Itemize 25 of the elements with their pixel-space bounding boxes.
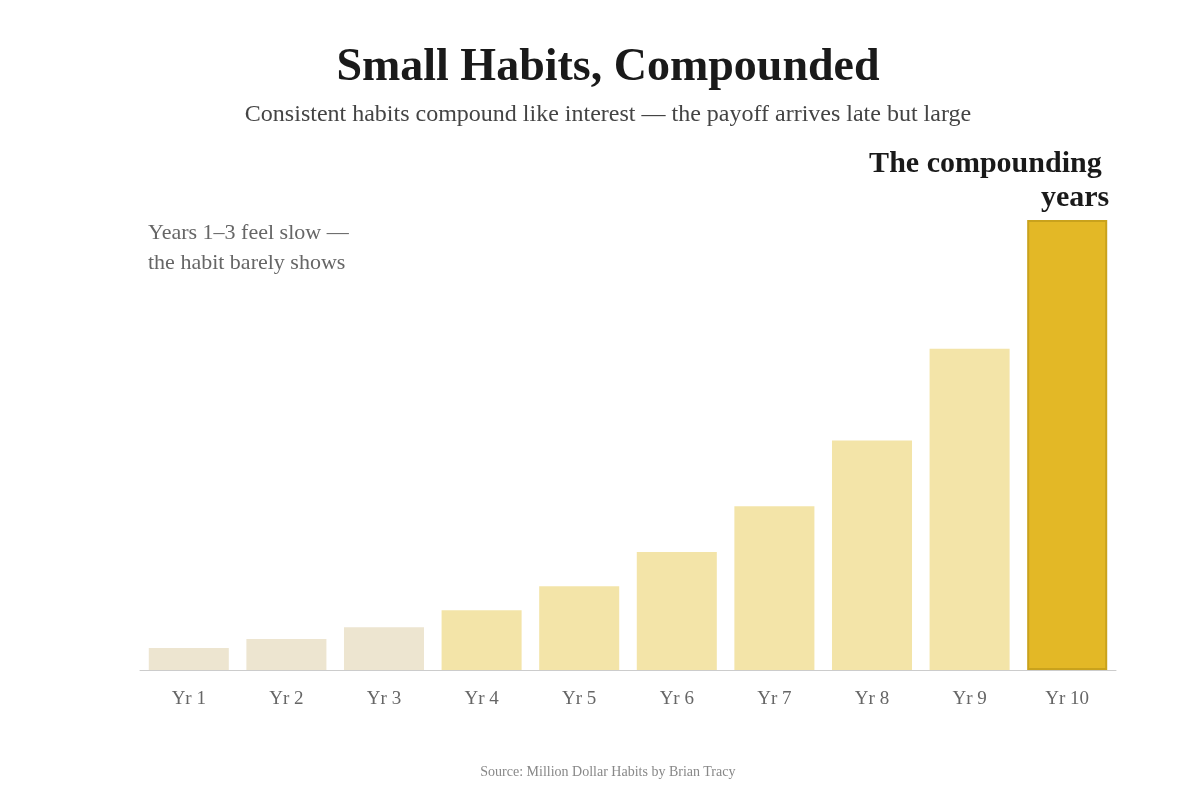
bar — [148, 647, 229, 670]
bar — [636, 552, 717, 670]
x-tick-label: Yr 9 — [952, 687, 987, 708]
source-note: Source: Million Dollar Habits by Brian Tracy — [480, 763, 736, 779]
x-tick-label: Yr 8 — [854, 687, 890, 708]
bar — [734, 506, 815, 670]
x-tick-label: Yr 5 — [562, 687, 597, 708]
x-tick-label: Yr 4 — [464, 687, 500, 708]
chart-subtitle: Consistent habits compound like interest — the payoff arrives late but large — [244, 100, 972, 126]
x-tick-label: Yr 3 — [366, 687, 402, 708]
annotation: The compounding years — [869, 144, 1110, 212]
x-tick-label: Yr 10 — [1045, 687, 1090, 708]
x-tick-label: Yr 7 — [757, 687, 792, 708]
chart-title: Small Habits, Compounded — [336, 38, 881, 90]
bar — [246, 638, 327, 670]
bar — [539, 586, 620, 670]
bar — [831, 440, 913, 670]
bar — [441, 610, 522, 670]
annotation: Years 1–3 feel slow — the habit barely shows — [148, 218, 350, 274]
x-tick-label: Yr 6 — [659, 687, 694, 708]
bar — [343, 627, 425, 670]
bar — [1027, 220, 1108, 670]
x-tick-label: Yr 2 — [269, 687, 304, 708]
bar — [929, 348, 1010, 670]
x-tick-label: Yr 1 — [171, 687, 206, 708]
